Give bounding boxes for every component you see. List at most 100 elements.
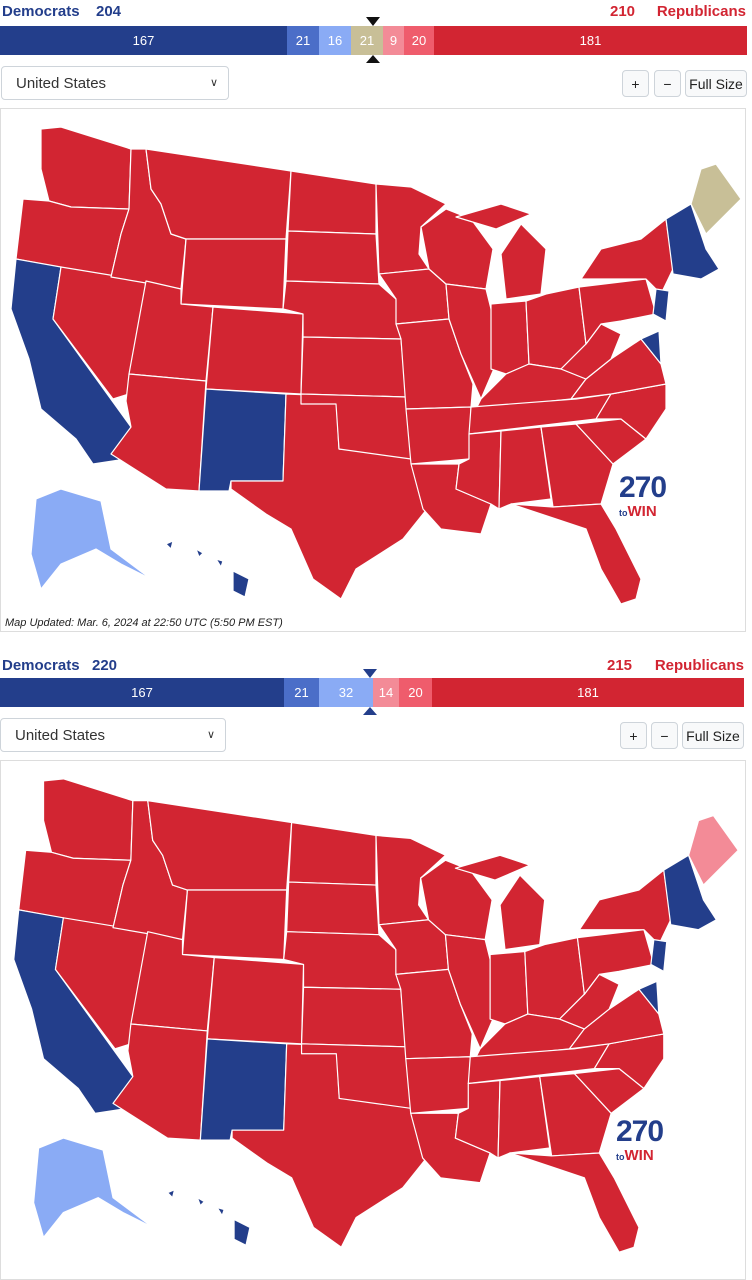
segment-likely-rep[interactable]: 20 bbox=[399, 678, 432, 707]
segment-safe-dem[interactable]: 167 bbox=[0, 678, 284, 707]
state-arkansas[interactable] bbox=[405, 406, 472, 465]
state-indiana[interactable] bbox=[490, 300, 530, 375]
score-header: Democrats 204 210 Republicans bbox=[0, 0, 752, 24]
democrats-label: Democrats bbox=[2, 3, 80, 20]
state-alabama[interactable] bbox=[497, 1075, 551, 1159]
segment-lean-dem[interactable]: 16 bbox=[319, 26, 351, 55]
state-wyoming[interactable] bbox=[181, 889, 288, 961]
majority-marker-bottom bbox=[363, 707, 377, 715]
segment-value: 21 bbox=[294, 685, 309, 700]
map-controls: United States ∨ + − Full Size bbox=[0, 718, 752, 754]
segment-safe-rep[interactable]: 181 bbox=[432, 678, 744, 707]
segment-likely-dem[interactable]: 21 bbox=[287, 26, 319, 55]
state-maine[interactable] bbox=[690, 163, 742, 235]
region-select-value: United States bbox=[16, 75, 107, 92]
us-house-map[interactable] bbox=[1, 761, 746, 1280]
logo-number: 270 bbox=[619, 471, 667, 504]
state-arkansas[interactable] bbox=[405, 1056, 471, 1114]
segment-likely-dem[interactable]: 21 bbox=[284, 678, 319, 707]
democrats-total: 220 bbox=[92, 657, 118, 674]
zoom-out-button[interactable]: − bbox=[651, 722, 678, 749]
state-kansas[interactable] bbox=[300, 336, 407, 398]
us-house-map[interactable] bbox=[1, 109, 746, 632]
state-kansas[interactable] bbox=[300, 986, 407, 1048]
segment-value: 20 bbox=[411, 33, 427, 48]
segment-value: 181 bbox=[577, 685, 599, 700]
state-wisconsin[interactable] bbox=[420, 208, 494, 290]
segment-value: 21 bbox=[359, 33, 375, 48]
state-washington[interactable] bbox=[42, 778, 134, 861]
state-north-dakota[interactable] bbox=[287, 170, 377, 235]
segment-likely-rep[interactable]: 20 bbox=[404, 26, 434, 55]
region-select[interactable]: United States ∨ bbox=[1, 66, 229, 100]
state-hawaii[interactable] bbox=[166, 1189, 251, 1246]
segment-value: 9 bbox=[389, 33, 398, 48]
forecast-panel-2: Democrats 220 215 Republicans 167 21 32 … bbox=[0, 652, 752, 1280]
republicans-label: Republicans bbox=[656, 3, 746, 20]
segment-lean-rep[interactable]: 14 bbox=[373, 678, 399, 707]
state-north-dakota[interactable] bbox=[288, 821, 377, 886]
democrats-total: 204 bbox=[96, 3, 122, 20]
chevron-down-icon: ∨ bbox=[206, 729, 215, 741]
state-new-mexico[interactable] bbox=[199, 1038, 288, 1141]
republicans-total: 210 bbox=[610, 3, 636, 20]
state-new-jersey[interactable] bbox=[638, 939, 668, 1015]
state-illinois[interactable] bbox=[445, 283, 497, 400]
majority-marker-bottom bbox=[366, 55, 380, 63]
logo-to: to bbox=[616, 1152, 625, 1162]
segment-value: 167 bbox=[131, 685, 153, 700]
state-alaska[interactable] bbox=[30, 488, 152, 590]
democrats-label: Democrats bbox=[2, 657, 80, 674]
segment-safe-dem[interactable]: 167 bbox=[0, 26, 287, 55]
segment-value: 14 bbox=[378, 685, 394, 700]
state-montana[interactable] bbox=[147, 800, 293, 891]
state-colorado[interactable] bbox=[206, 956, 305, 1045]
segment-value: 16 bbox=[327, 33, 343, 48]
majority-marker-top bbox=[363, 669, 377, 678]
full-size-button[interactable]: Full Size bbox=[685, 70, 747, 97]
state-montana[interactable] bbox=[145, 148, 292, 240]
chevron-down-icon: ∨ bbox=[209, 77, 218, 89]
state-alabama[interactable] bbox=[498, 426, 552, 510]
state-illinois[interactable] bbox=[444, 934, 496, 1050]
state-indiana[interactable] bbox=[489, 950, 529, 1025]
270towin-logo: 270 toWIN bbox=[616, 1117, 664, 1165]
state-florida[interactable] bbox=[510, 503, 642, 605]
zoom-in-button[interactable]: + bbox=[622, 70, 649, 97]
state-south-dakota[interactable] bbox=[286, 881, 380, 936]
state-hawaii[interactable] bbox=[165, 540, 250, 598]
map-container: 270 toWIN bbox=[0, 760, 746, 1280]
segment-value: 20 bbox=[408, 685, 423, 700]
state-colorado[interactable] bbox=[205, 306, 304, 395]
state-new-jersey[interactable] bbox=[640, 288, 670, 365]
state-south-dakota[interactable] bbox=[285, 230, 380, 285]
full-size-button[interactable]: Full Size bbox=[682, 722, 744, 749]
map-controls: United States ∨ + − Full Size bbox=[0, 66, 752, 102]
state-new-mexico[interactable] bbox=[198, 388, 287, 492]
republicans-total: 215 bbox=[607, 657, 633, 674]
segment-value: 32 bbox=[338, 685, 354, 700]
state-florida[interactable] bbox=[509, 1152, 640, 1253]
270towin-logo: 270 toWIN bbox=[619, 471, 667, 521]
state-washington[interactable] bbox=[40, 126, 132, 210]
state-michigan[interactable] bbox=[454, 854, 546, 951]
republicans-label: Republicans bbox=[654, 657, 744, 674]
segment-value: 167 bbox=[132, 33, 155, 48]
state-michigan[interactable] bbox=[455, 203, 547, 300]
state-wisconsin[interactable] bbox=[420, 859, 493, 941]
segment-lean-dem[interactable]: 32 bbox=[319, 678, 373, 707]
segment-lean-rep[interactable]: 9 bbox=[383, 26, 404, 55]
region-select[interactable]: United States ∨ bbox=[0, 718, 226, 752]
logo-win: WIN bbox=[627, 503, 657, 520]
majority-marker-top bbox=[366, 17, 380, 26]
logo-win: WIN bbox=[624, 1147, 654, 1164]
state-wyoming[interactable] bbox=[180, 238, 287, 310]
zoom-out-button[interactable]: − bbox=[654, 70, 681, 97]
zoom-in-button[interactable]: + bbox=[620, 722, 647, 749]
logo-to: to bbox=[619, 508, 628, 518]
segment-tossup[interactable]: 21 bbox=[351, 26, 383, 55]
segment-safe-rep[interactable]: 181 bbox=[434, 26, 747, 55]
state-alaska[interactable] bbox=[33, 1137, 154, 1238]
map-updated-note: Map Updated: Mar. 6, 2024 at 22:50 UTC (… bbox=[5, 617, 283, 629]
state-maine[interactable] bbox=[687, 814, 739, 886]
